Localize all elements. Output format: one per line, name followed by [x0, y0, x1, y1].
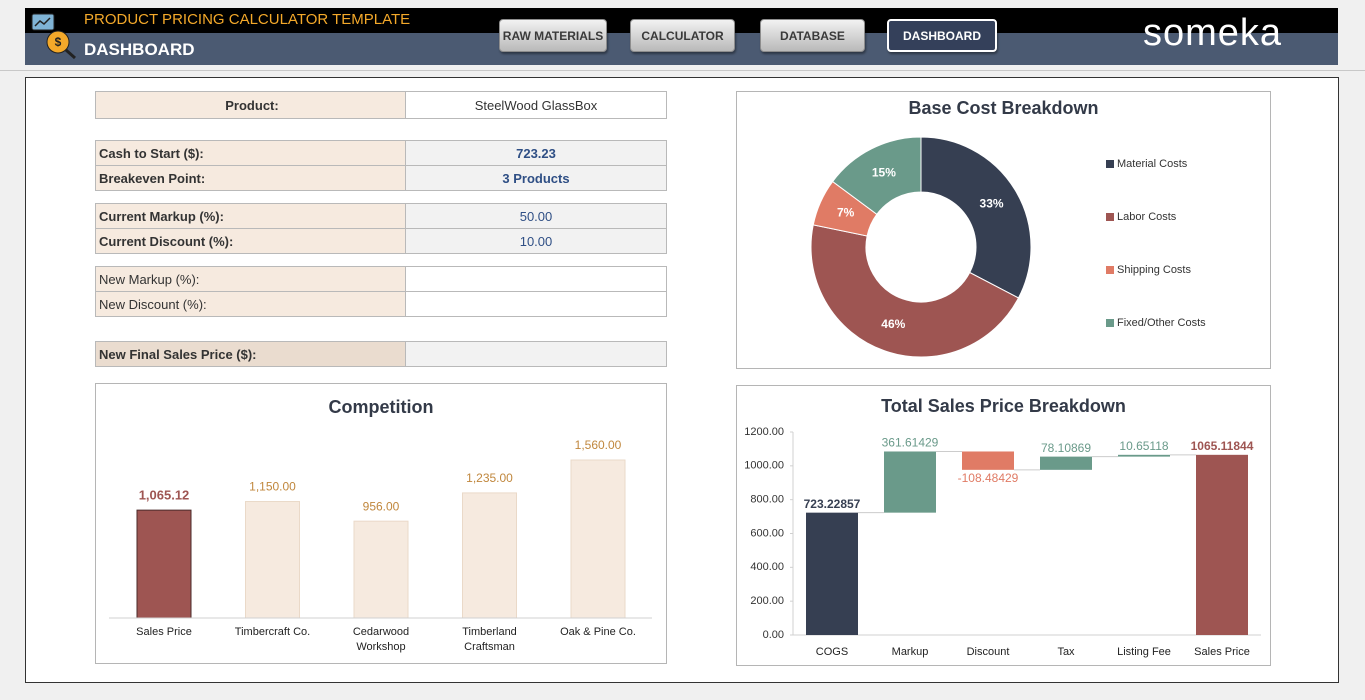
waterfall-panel: Total Sales Price Breakdown 0.00 200.00 400…	[736, 385, 1271, 666]
bar	[245, 501, 300, 619]
bar	[1196, 454, 1248, 635]
pie-slice	[831, 136, 922, 215]
legend-swatch	[1106, 213, 1114, 221]
x-tick-label: Tax	[1057, 646, 1075, 658]
legend-label: Shipping Costs	[1117, 264, 1191, 276]
bar	[884, 451, 936, 513]
x-tick-label: Sales Price	[1194, 646, 1250, 658]
legend-label: Labor Costs	[1117, 211, 1177, 223]
svg-text:$: $	[55, 35, 62, 49]
data-label: 7%	[837, 206, 855, 220]
legend-swatch	[1106, 266, 1114, 274]
data-label: 723.22857	[804, 497, 861, 511]
form-value	[405, 341, 667, 367]
data-label: 78.10869	[1041, 441, 1091, 455]
form-label: New Discount (%):	[95, 291, 406, 317]
pie-slice	[810, 224, 1020, 358]
pie-slice	[920, 136, 1032, 299]
form-label: Cash to Start ($):	[95, 140, 406, 166]
bar	[136, 509, 192, 619]
bar-panel: Competition 1,065.12 1,150.00 956.00 1,235.0…	[95, 383, 667, 664]
y-tick-label: 1000.00	[744, 460, 784, 472]
legend-label: Fixed/Other Costs	[1117, 317, 1206, 329]
x-tick-label: Cedarwood Workshop	[352, 626, 410, 653]
form-label: New Final Sales Price ($):	[95, 341, 406, 367]
form-label: Breakeven Point:	[95, 165, 406, 191]
form-label: New Markup (%):	[95, 266, 406, 292]
bar	[1040, 456, 1092, 470]
data-label: -108.48429	[958, 471, 1019, 485]
form-value: 50.00	[405, 203, 667, 229]
y-tick-label: 800.00	[750, 494, 784, 506]
x-tick-label: Discount	[967, 646, 1010, 658]
x-tick-label: COGS	[816, 646, 848, 658]
y-tick-label: 1200.00	[744, 426, 784, 438]
chart-title: Competition	[328, 397, 434, 417]
bar	[962, 451, 1014, 470]
data-label: 1,235.00	[466, 471, 513, 485]
data-label: 15%	[872, 165, 896, 179]
chart-title: Base Cost Breakdown	[908, 98, 1099, 118]
bar	[353, 520, 409, 619]
y-tick-label: 400.00	[750, 561, 784, 573]
data-label: 1,150.00	[249, 480, 296, 494]
form-value: 3 Products	[405, 165, 667, 191]
form-value: 10.00	[405, 228, 667, 254]
data-label: 33%	[980, 196, 1004, 210]
chart-title: Total Sales Price Breakdown	[881, 396, 1126, 416]
y-tick-label: 600.00	[750, 527, 784, 539]
form-label: Current Discount (%):	[95, 228, 406, 254]
data-label: 361.61429	[882, 436, 939, 450]
bar	[462, 492, 517, 619]
bar	[570, 459, 626, 619]
form-value: 723.23	[405, 140, 667, 166]
form-value	[405, 291, 667, 317]
data-label: 1065.11844	[1191, 439, 1254, 453]
x-tick-label: Timbercraft Co.	[234, 626, 311, 638]
nav-tab[interactable]: DATABASE	[760, 19, 865, 52]
x-tick-label: Oak & Pine Co.	[560, 626, 636, 638]
form-value	[405, 266, 667, 292]
data-label: 1,560.00	[575, 438, 622, 452]
brand: someka	[1143, 12, 1283, 54]
separator	[0, 70, 1365, 71]
chart: 0.00 200.00 400.00 600.00 800.00 1000.00 1200.…	[744, 426, 1261, 658]
nav-tab[interactable]: RAW MATERIALS	[499, 19, 607, 52]
data-label: 10.65118	[1119, 439, 1168, 453]
x-tick-label: Timberland Craftsman	[462, 626, 517, 653]
legend-swatch	[1106, 319, 1114, 327]
data-label: 956.00	[363, 499, 400, 513]
page-title: DASHBOARD	[84, 40, 195, 59]
data-label: 46%	[881, 317, 905, 331]
chart: 33% 46% 7% 15% Material Costs Labor Costs Ship…	[810, 136, 1206, 358]
bar	[1118, 454, 1170, 457]
form-label: Current Markup (%):	[95, 203, 406, 229]
data-label: 1,065.12	[139, 488, 190, 503]
bar	[806, 512, 858, 635]
form-label: Product:	[95, 91, 406, 119]
legend-swatch	[1106, 160, 1114, 168]
y-tick-label: 200.00	[750, 595, 784, 607]
nav-tab[interactable]: CALCULATOR	[630, 19, 735, 52]
y-tick-label: 0.00	[763, 629, 784, 641]
chart: 1,065.12 1,150.00 956.00 1,235.00 1,560.00	[109, 438, 652, 619]
logo-icon: $	[31, 13, 76, 60]
nav-tab[interactable]: DASHBOARD	[887, 19, 997, 52]
pie-panel: Base Cost Breakdown 33% 46% 7% 15% Material C…	[736, 91, 1271, 369]
x-tick-label: Markup	[892, 646, 929, 658]
legend-label: Material Costs	[1117, 158, 1188, 170]
x-tick-label: Sales Price	[136, 626, 192, 638]
app-title: PRODUCT PRICING CALCULATOR TEMPLATE	[84, 11, 411, 28]
x-tick-label: Listing Fee	[1117, 646, 1171, 658]
form-value: SteelWood GlassBox	[405, 91, 667, 119]
